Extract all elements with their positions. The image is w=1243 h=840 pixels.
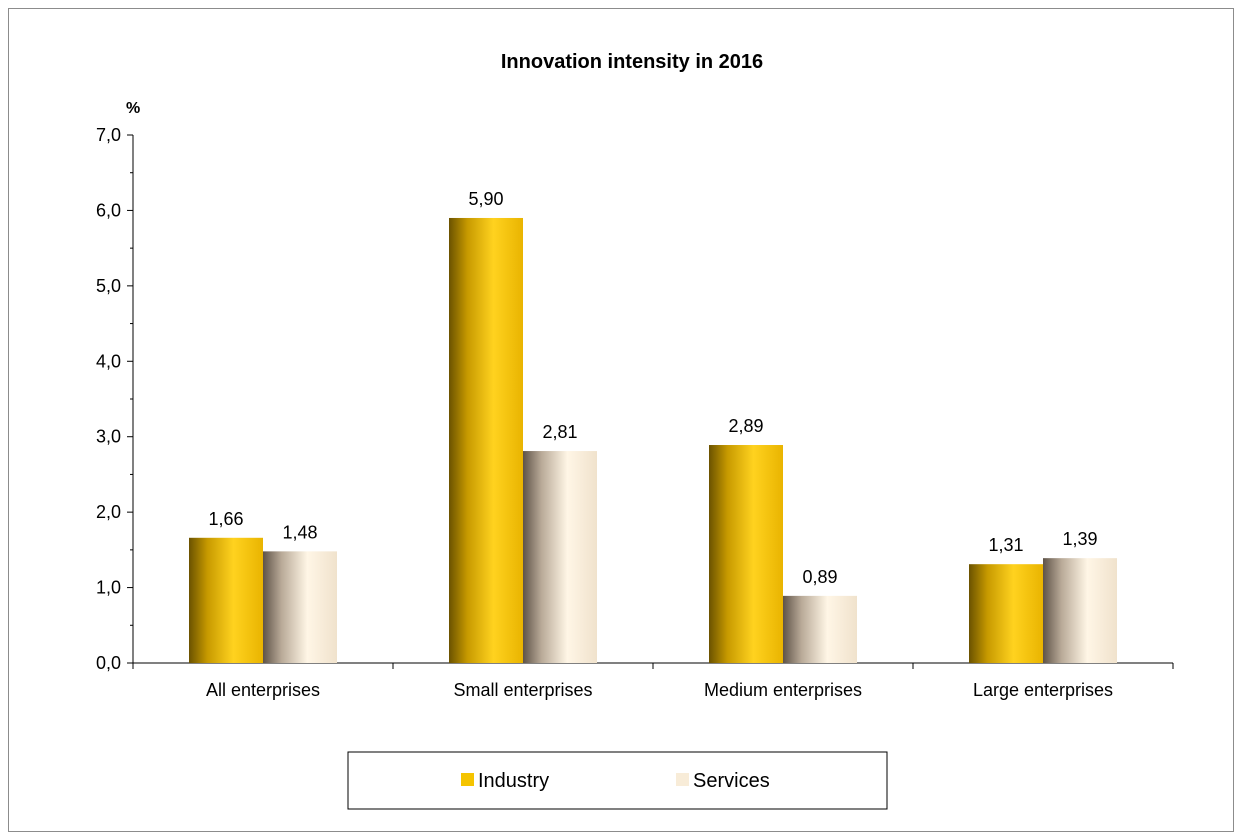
y-tick-label: 4,0 — [96, 351, 121, 371]
legend-label-services: Services — [693, 770, 770, 792]
bars — [189, 217, 1117, 663]
y-tick-label: 6,0 — [96, 200, 121, 220]
y-tick-label: 2,0 — [96, 502, 121, 522]
legend-label-industry: Industry — [478, 770, 549, 792]
x-tick-label: Large enterprises — [973, 680, 1113, 700]
bar-industry — [189, 537, 263, 663]
legend-swatch-industry — [461, 773, 474, 786]
data-label: 2,89 — [728, 416, 763, 436]
bar-industry — [709, 445, 783, 663]
y-tick-label: 3,0 — [96, 427, 121, 447]
x-tick-label: Medium enterprises — [704, 680, 862, 700]
legend: Industry Services — [347, 751, 888, 810]
bar-services — [783, 595, 857, 663]
bar-services — [263, 551, 337, 663]
bar-services — [523, 451, 597, 663]
data-label: 0,89 — [802, 567, 837, 587]
y-tick-label: 1,0 — [96, 578, 121, 598]
y-tick-label: 5,0 — [96, 276, 121, 296]
x-tick-label: All enterprises — [206, 680, 320, 700]
y-axis-unit: % — [126, 100, 140, 117]
y-tick-label: 7,0 — [96, 125, 121, 145]
bar-services — [1043, 558, 1117, 663]
chart-frame — [8, 8, 1234, 832]
chart-title: Innovation intensity in 2016 — [501, 51, 763, 73]
data-label: 5,90 — [468, 189, 503, 209]
legend-box — [347, 751, 888, 810]
data-label: 1,31 — [988, 535, 1023, 555]
bar-industry — [969, 564, 1043, 663]
x-tick-label: Small enterprises — [453, 680, 592, 700]
y-tick-label: 0,0 — [96, 653, 121, 673]
legend-swatch-services — [676, 773, 689, 786]
bar-industry — [449, 217, 523, 663]
data-label: 1,48 — [282, 522, 317, 542]
data-labels: 1,66 1,48 5,90 2,81 2,89 0,89 1,31 1,39 — [208, 189, 1097, 587]
data-label: 1,66 — [208, 509, 243, 529]
data-label: 1,39 — [1062, 529, 1097, 549]
data-label: 2,81 — [542, 422, 577, 442]
